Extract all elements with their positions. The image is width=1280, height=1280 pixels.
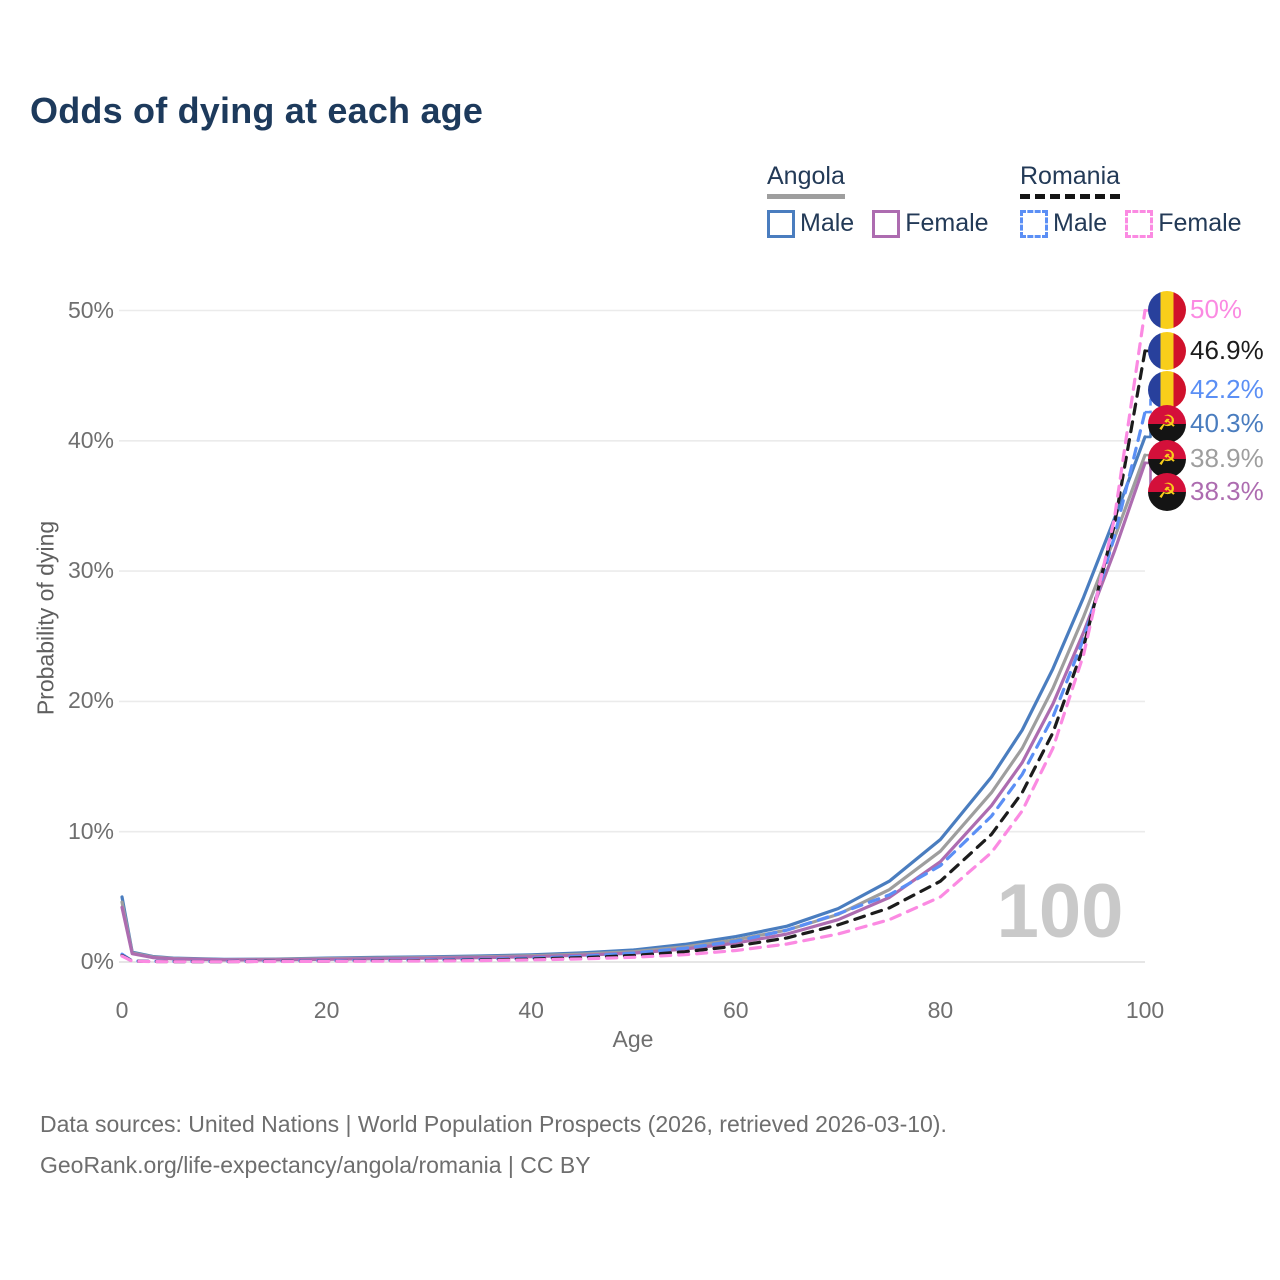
legend-group-angola: Angola Male Female — [767, 162, 1007, 238]
y-tick-10: 10% — [67, 817, 114, 844]
angola-emblem-icon: ☭ — [1157, 447, 1177, 470]
legend-toggle-romania-male[interactable]: Male — [1020, 209, 1107, 238]
end-value-angola-female: 38.3% — [1190, 476, 1264, 506]
x-axis-title: Age — [612, 1026, 654, 1052]
age-counter: 100 — [996, 869, 1124, 954]
angola-flag-icon: ☭ — [1148, 473, 1186, 511]
end-value-romania-female: 50% — [1190, 294, 1243, 324]
angola-flag-icon: ☭ — [1148, 440, 1186, 478]
legend-items-romania: Male Female — [1020, 209, 1260, 238]
series-line-romania-both — [120, 349, 1147, 964]
romania-flag-icon — [1148, 291, 1186, 329]
legend-country-angola: Angola — [767, 162, 845, 199]
romania-flag-icon — [1148, 332, 1186, 370]
y-tick-0: 0% — [80, 948, 114, 974]
x-tick-0: 0 — [115, 997, 129, 1023]
x-tick-60: 60 — [723, 997, 749, 1023]
legend-checkbox-icon[interactable] — [1125, 209, 1154, 238]
end-value-romania-male: 42.2% — [1190, 374, 1264, 404]
series-line-angola-both — [120, 453, 1147, 962]
footer-line-1: Data sources: United Nations | World Pop… — [40, 1111, 947, 1137]
legend-item-label: Female — [905, 209, 989, 237]
angola-emblem-icon: ☭ — [1157, 480, 1177, 503]
y-tick-40: 40% — [67, 426, 114, 453]
y-tick-30: 30% — [67, 557, 114, 584]
angola-emblem-icon: ☭ — [1157, 412, 1177, 435]
x-tick-20: 20 — [313, 997, 340, 1023]
x-tick-40: 40 — [518, 997, 544, 1023]
chart-title: Odds of dying at each age — [30, 90, 484, 131]
legend-items-angola: Male Female — [767, 209, 1007, 238]
legend-checkbox-icon[interactable] — [767, 209, 795, 238]
x-tick-80: 80 — [927, 997, 954, 1023]
end-value-romania-both: 46.9% — [1190, 335, 1264, 365]
legend-toggle-angola-male[interactable]: Male — [767, 209, 854, 238]
footer-line-2: GeoRank.org/life-expectancy/angola/roman… — [40, 1152, 591, 1178]
legend-toggle-romania-female[interactable]: Female — [1125, 209, 1242, 238]
end-value-angola-male: 40.3% — [1190, 408, 1264, 438]
angola-flag-icon: ☭ — [1148, 405, 1186, 443]
series-line-romania-male — [120, 410, 1147, 964]
x-tick-100: 100 — [1125, 997, 1165, 1023]
series-line-angola-male — [120, 435, 1147, 961]
legend-country-romania: Romania — [1020, 162, 1121, 199]
y-tick-20: 20% — [67, 687, 114, 714]
legend-toggle-angola-female[interactable]: Female — [872, 209, 989, 238]
legend-item-label: Female — [1158, 209, 1242, 237]
y-tick-50: 50% — [67, 296, 114, 323]
legend-checkbox-icon[interactable] — [1020, 209, 1048, 238]
legend-item-label: Male — [800, 209, 855, 237]
end-value-angola-both: 38.9% — [1190, 443, 1264, 473]
footer: Data sources: United Nations | World Pop… — [40, 1104, 947, 1186]
romania-flag-icon — [1148, 371, 1186, 409]
series-line-angola-female — [120, 461, 1147, 962]
legend-checkbox-icon[interactable] — [872, 209, 901, 238]
legend-item-label: Male — [1053, 209, 1108, 237]
series-line-romania-female — [120, 308, 1147, 964]
legend-group-romania: Romania Male Female — [1020, 162, 1260, 238]
